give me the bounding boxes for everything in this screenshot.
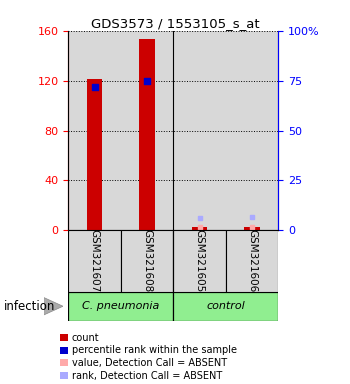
Point [144,78,150,84]
Point [197,223,202,230]
Point [249,223,255,230]
Text: GSM321607: GSM321607 [90,230,99,293]
Bar [226,230,278,292]
Bar [173,292,278,321]
Point [249,214,255,220]
Text: infection: infection [4,300,55,313]
Bar [87,79,102,230]
Bar [192,227,207,230]
Bar [121,31,173,230]
Text: GSM321606: GSM321606 [247,230,257,293]
Bar [173,230,226,292]
Polygon shape [44,298,63,315]
Bar [173,31,226,230]
Text: percentile rank within the sample: percentile rank within the sample [72,345,237,355]
Text: C. pneumonia: C. pneumonia [82,301,160,311]
Text: GSM321605: GSM321605 [195,230,204,293]
Bar [139,40,155,230]
Point [197,215,202,221]
Bar [244,227,260,230]
Text: value, Detection Call = ABSENT: value, Detection Call = ABSENT [72,358,227,368]
Bar [121,230,173,292]
Bar [68,292,173,321]
Bar [68,230,121,292]
Text: GDS3573 / 1553105_s_at: GDS3573 / 1553105_s_at [91,17,259,30]
Text: rank, Detection Call = ABSENT: rank, Detection Call = ABSENT [72,371,222,381]
Bar [226,31,278,230]
Bar [68,31,121,230]
Text: count: count [72,333,99,343]
Text: GSM321608: GSM321608 [142,230,152,293]
Text: control: control [206,301,245,311]
Point [92,84,97,90]
